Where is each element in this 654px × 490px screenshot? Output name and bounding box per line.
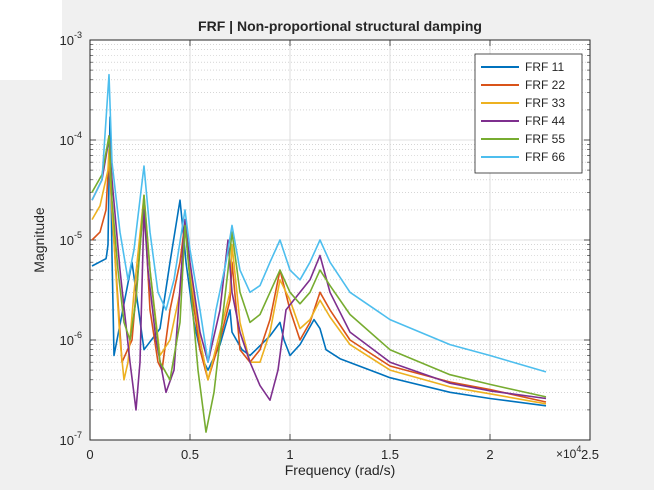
y-tick-base: 10 — [60, 333, 74, 348]
legend-box — [474, 53, 583, 174]
legend-label: FRF 55 — [525, 132, 565, 146]
y-tick-exponent: -6 — [74, 330, 82, 340]
x-tick-label: 2 — [486, 447, 493, 462]
x-tick-label: 1 — [286, 447, 293, 462]
x-tick-label: 0 — [86, 447, 93, 462]
axes-box — [89, 39, 591, 441]
y-tick-label: 10-6 — [60, 330, 82, 348]
x-exponent-label: ×104 — [556, 444, 581, 461]
y-tick-exponent: -5 — [74, 230, 82, 240]
y-tick-base: 10 — [60, 133, 74, 148]
chart-title: FRF | Non-proportional structural dampin… — [198, 18, 482, 34]
legend: FRF 11 FRF 22 FRF 33 FRF 44 FRF 55 FRF 66 — [474, 53, 583, 174]
y-tick-base: 10 — [60, 433, 74, 448]
y-tick-label: 10-5 — [60, 230, 82, 248]
x-exponent-power: 4 — [576, 444, 581, 454]
series-line-frf-44 — [91, 135, 547, 411]
legend-label: FRF 11 — [525, 60, 564, 74]
tick-labels: 10-710-610-510-410-30 0.5 1 1.5 2 2.5 — [60, 30, 600, 462]
y-tick-label: 10-4 — [60, 130, 82, 148]
series-line-frf-33 — [91, 148, 547, 405]
legend-label: FRF 66 — [525, 150, 565, 164]
x-tick-label: 2.5 — [581, 447, 599, 462]
y-axis-label: Magnitude — [31, 207, 47, 273]
y-tick-label: 10-3 — [60, 30, 82, 48]
data-lines — [91, 73, 547, 433]
series-line-frf-66 — [91, 73, 547, 373]
y-tick-exponent: -7 — [74, 430, 82, 440]
legend-label: FRF 33 — [525, 96, 565, 110]
y-tick-base: 10 — [60, 33, 74, 48]
x-axis-label: Frequency (rad/s) — [285, 462, 395, 478]
x-exponent-base: ×10 — [556, 447, 577, 461]
y-tick-exponent: -4 — [74, 130, 82, 140]
legend-label: FRF 22 — [525, 78, 565, 92]
y-tick-label: 10-7 — [60, 430, 82, 448]
x-tick-label: 0.5 — [181, 447, 199, 462]
x-tick-label: 1.5 — [381, 447, 399, 462]
figure-corner-patch — [0, 0, 62, 80]
legend-label: FRF 44 — [525, 114, 565, 128]
series-line-frf-55 — [91, 135, 547, 433]
y-tick-base: 10 — [60, 233, 74, 248]
y-tick-exponent: -3 — [74, 30, 82, 40]
